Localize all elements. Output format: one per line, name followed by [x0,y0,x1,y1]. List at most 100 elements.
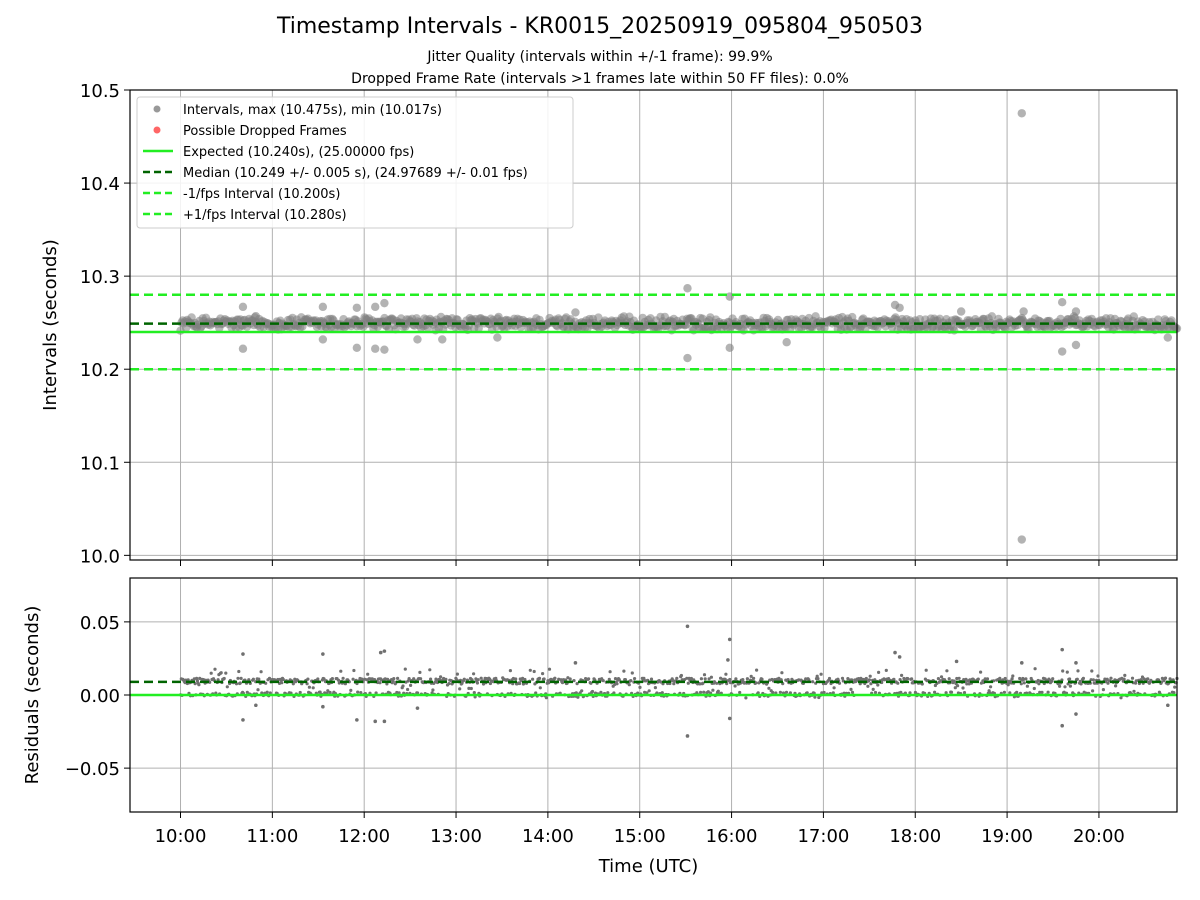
residual-point [601,679,605,683]
interval-point [683,353,692,363]
residual-point [439,675,443,679]
residual-point [1002,690,1007,694]
residual-point [606,691,610,695]
residual-point [788,691,793,695]
residual-point [222,676,226,681]
residual-point [544,696,549,700]
y-axis-label-bottom: Residuals (seconds) [22,606,43,785]
residual-point [472,672,476,676]
residual-point [846,677,850,681]
y-axis-label-top: Intervals (seconds) [40,239,61,411]
residual-point [780,671,784,675]
interval-point [474,324,483,333]
residual-point [241,652,245,656]
residual-point [1106,681,1110,685]
residual-point [1081,676,1085,681]
residual-point [965,682,969,686]
residual-point [469,686,473,691]
x-tick-label: 18:00 [889,826,941,847]
legend-box [136,96,574,229]
residual-point [547,681,551,685]
residual-point [757,681,761,685]
x-tick-label: 10:00 [155,826,207,847]
residual-point [899,690,903,694]
residual-point [962,691,967,695]
residual-point [701,681,705,685]
residual-point [322,677,326,681]
interval-point [1163,333,1173,342]
residual-point [685,676,689,680]
top-ytick-label: 10.3 [80,267,120,288]
legend-label: Intervals, max (10.475s), min (10.017s) [183,103,442,118]
residual-point [771,690,775,695]
residual-point [760,677,764,681]
residual-point [462,677,466,681]
residual-point [726,658,730,662]
residual-point [1066,682,1070,686]
residual-point [728,677,732,682]
residual-point [1130,676,1135,680]
residual-point [939,675,944,679]
residual-point [378,681,382,685]
residual-point [356,690,360,694]
residual-point [660,691,664,695]
residual-point [479,676,483,680]
x-tick-label: 17:00 [797,826,849,847]
residual-point [1163,676,1168,680]
residual-point [538,686,542,690]
residual-point [351,677,355,681]
residual-point [933,690,937,694]
residual-point [813,695,817,699]
interval-point [725,292,734,301]
residual-point [397,691,401,695]
residual-point [840,676,845,680]
top-ytick-label: 10.5 [80,81,120,102]
residual-point [716,689,720,693]
residual-point [1089,678,1093,682]
residual-point [955,676,959,681]
top-ytick-label: 10.2 [80,360,120,381]
bottom-ytick-label: −0.05 [65,759,120,780]
residual-point [447,682,451,686]
residual-point [1074,661,1078,665]
residual-point [238,681,242,685]
residual-point [1101,688,1105,692]
residual-point [573,661,578,665]
residual-point [321,704,325,709]
residual-point [807,678,811,682]
residual-point [989,685,993,689]
residual-point [698,682,702,686]
residual-point [689,676,694,681]
residual-point [407,677,411,681]
residual-point [382,649,387,653]
residual-point [613,677,618,681]
residual-point [523,677,527,682]
residual-point [1096,674,1100,678]
residual-point [1065,670,1069,674]
residual-point [352,668,356,673]
residual-point [944,691,948,695]
interval-point [352,343,362,353]
interval-points [176,109,1182,544]
residual-point [1109,676,1113,680]
residual-point [236,676,240,680]
residual-point [259,670,263,674]
residual-point [867,678,872,682]
residual-point [547,667,552,671]
residual-point [864,676,868,681]
residual-point [877,670,881,675]
residual-point [871,687,875,692]
residual-point [560,681,565,685]
residual-point [224,671,228,675]
top-ytick-label: 10.1 [80,453,120,474]
residual-point [866,684,870,688]
residual-point [1061,669,1065,673]
residual-point [727,716,732,721]
legend-marker [153,105,161,113]
residual-point [553,676,557,680]
interval-point [380,345,389,354]
residual-point [869,682,873,686]
residual-point [247,678,251,682]
residual-point [1068,677,1072,681]
residual-point [256,688,260,692]
